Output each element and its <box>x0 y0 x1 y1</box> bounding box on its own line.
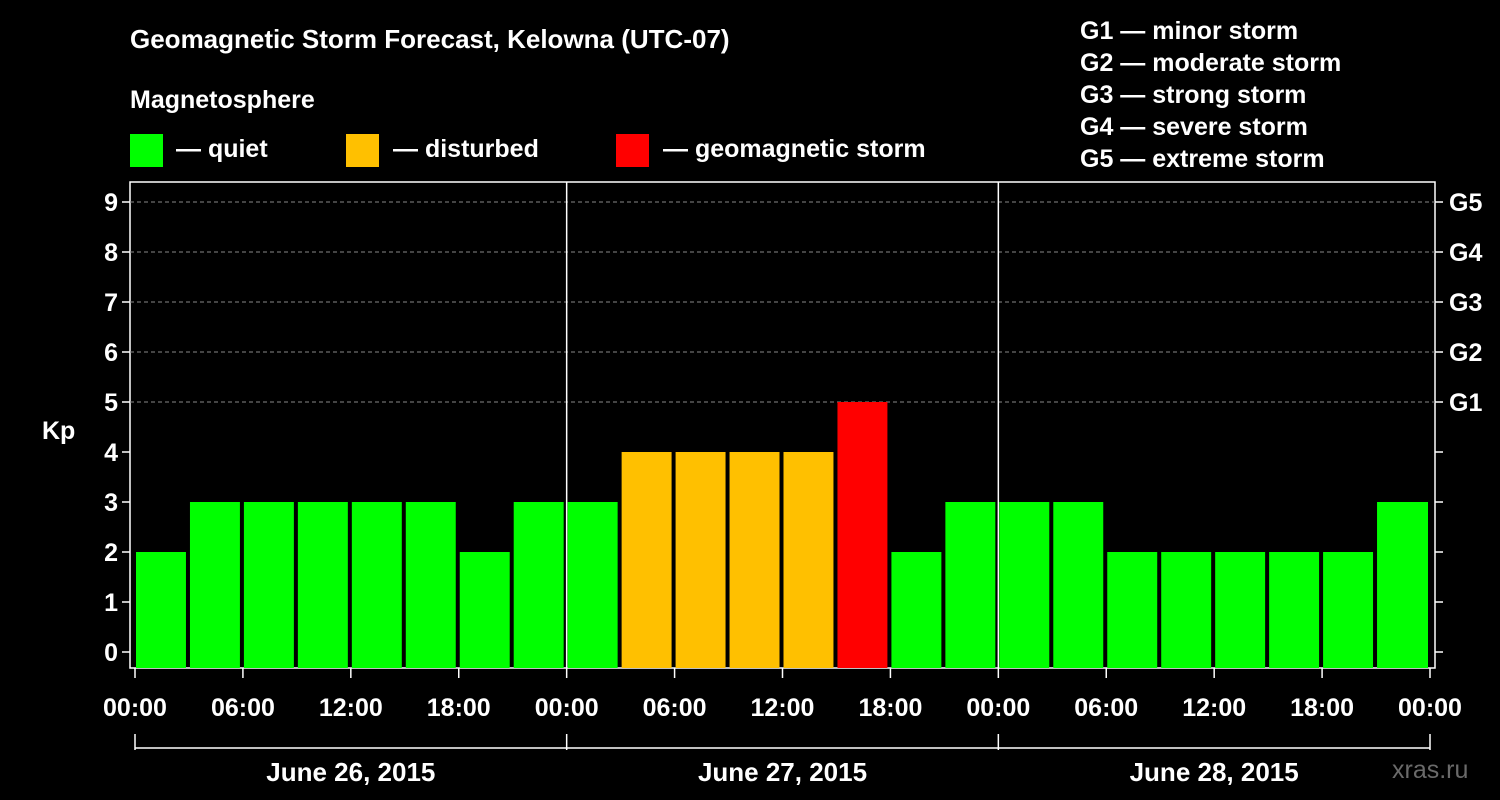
xtick-label-5: 06:00 <box>643 694 707 722</box>
xtick-label-3: 18:00 <box>427 694 491 722</box>
storm-level-g3: G3 — strong storm <box>1080 81 1307 109</box>
day-label-1: June 27, 2015 <box>698 757 867 787</box>
bar-19 <box>1161 552 1212 668</box>
bar-12 <box>783 452 834 668</box>
ytick-label-8: 8 <box>104 239 118 267</box>
xtick-label-10: 12:00 <box>1182 694 1246 722</box>
bar-21 <box>1269 552 1320 668</box>
right-tick-label-g1: G1 <box>1449 389 1482 417</box>
right-tick-label-g3: G3 <box>1449 289 1482 317</box>
watermark: xras.ru <box>1392 756 1469 784</box>
bar-13 <box>837 402 888 668</box>
day-label-2: June 28, 2015 <box>1130 757 1299 787</box>
ytick-label-0: 0 <box>104 639 118 667</box>
legend-heading: Magnetosphere <box>130 86 315 114</box>
ytick-label-6: 6 <box>104 339 118 367</box>
bar-15 <box>945 502 996 668</box>
xtick-label-1: 06:00 <box>211 694 275 722</box>
bar-2 <box>243 502 294 668</box>
xtick-label-0: 00:00 <box>103 694 167 722</box>
bar-3 <box>297 502 348 668</box>
ytick-label-7: 7 <box>104 289 118 317</box>
legend-label-storm: — geomagnetic storm <box>663 135 926 163</box>
ytick-label-5: 5 <box>104 389 118 417</box>
bar-4 <box>351 502 402 668</box>
xtick-label-12: 00:00 <box>1398 694 1462 722</box>
bar-17 <box>1053 502 1104 668</box>
xtick-label-2: 12:00 <box>319 694 383 722</box>
bar-1 <box>189 502 240 668</box>
right-tick-label-g4: G4 <box>1449 239 1482 267</box>
legend-label-disturbed: — disturbed <box>393 135 539 163</box>
bar-0 <box>136 552 186 668</box>
bar-5 <box>405 502 456 668</box>
bar-6 <box>459 552 510 668</box>
legend-label-quiet: — quiet <box>176 135 268 163</box>
right-tick-label-g5: G5 <box>1449 189 1482 217</box>
storm-level-g2: G2 — moderate storm <box>1080 49 1342 77</box>
ytick-label-2: 2 <box>104 539 118 567</box>
bar-20 <box>1215 552 1266 668</box>
ytick-label-4: 4 <box>104 439 118 467</box>
bar-10 <box>675 452 726 668</box>
right-tick-label-g2: G2 <box>1449 339 1482 367</box>
bar-11 <box>729 452 780 668</box>
storm-level-g5: G5 — extreme storm <box>1080 145 1325 173</box>
ytick-label-3: 3 <box>104 489 118 517</box>
xtick-label-9: 06:00 <box>1074 694 1138 722</box>
bar-22 <box>1323 552 1374 668</box>
legend-swatch-disturbed <box>346 134 379 167</box>
bar-24 <box>1404 502 1428 668</box>
legend-swatch-storm <box>616 134 649 167</box>
storm-level-g1: G1 — minor storm <box>1080 17 1299 45</box>
bar-9 <box>621 452 672 668</box>
y-axis-label: Kp <box>42 417 75 445</box>
day-label-0: June 26, 2015 <box>266 757 435 787</box>
xtick-label-4: 00:00 <box>535 694 599 722</box>
ytick-label-9: 9 <box>104 189 118 217</box>
storm-level-list: G1 — minor storm G2 — moderate storm G3 … <box>1080 15 1341 175</box>
bar-14 <box>891 552 942 668</box>
storm-level-g4: G4 — severe storm <box>1080 113 1308 141</box>
bar-8 <box>567 502 618 668</box>
xtick-label-11: 18:00 <box>1290 694 1354 722</box>
bar-18 <box>1107 552 1158 668</box>
bar-7 <box>513 502 564 668</box>
xtick-label-7: 18:00 <box>858 694 922 722</box>
chart-title: Geomagnetic Storm Forecast, Kelowna (UTC… <box>130 24 730 54</box>
xtick-label-8: 00:00 <box>966 694 1030 722</box>
legend-swatch-quiet <box>130 134 163 167</box>
ytick-label-1: 1 <box>104 589 118 617</box>
bar-16 <box>999 502 1050 668</box>
xtick-label-6: 12:00 <box>751 694 815 722</box>
